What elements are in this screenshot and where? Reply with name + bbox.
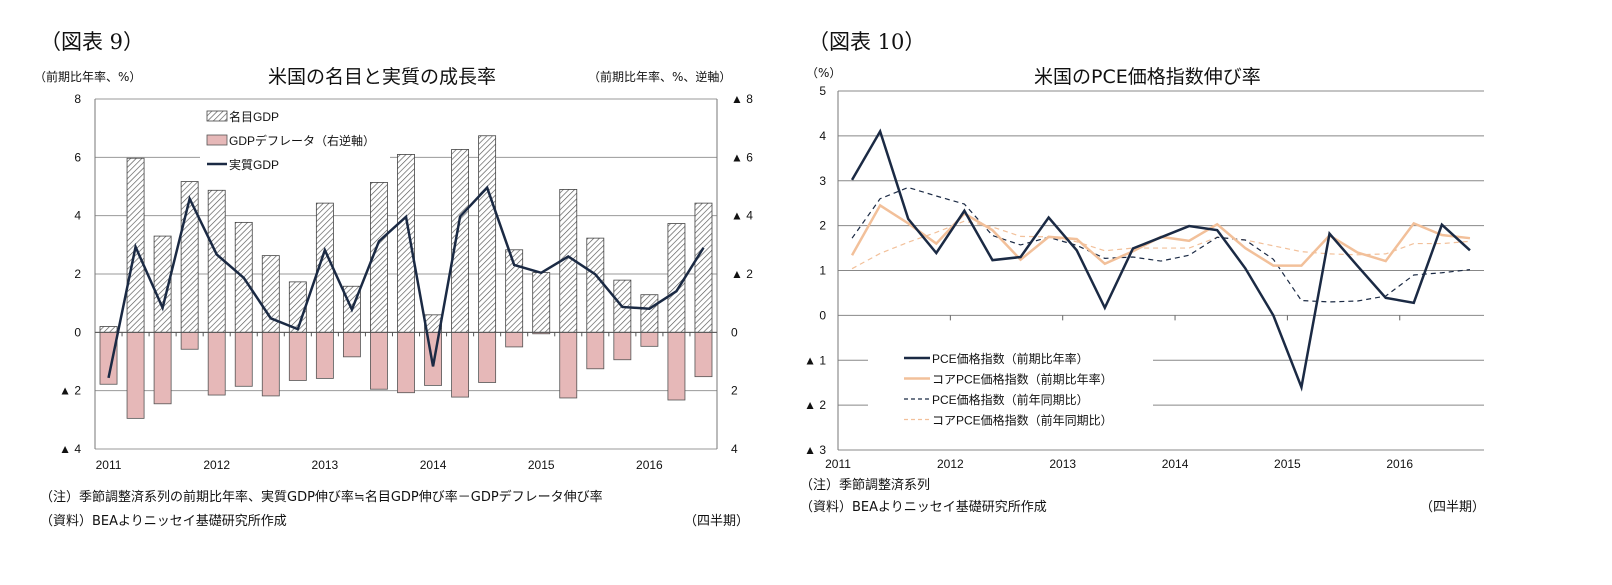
nominal-gdp-bar: [586, 237, 605, 333]
x-tick-label: 2016: [636, 458, 663, 472]
y-tick-label: 0: [819, 308, 826, 322]
nominal-gdp-bar: [532, 272, 551, 333]
y-right-tick-label: 0: [731, 325, 738, 339]
x-tick-label: 2014: [1162, 457, 1189, 471]
y-right-tick-label: 2: [731, 384, 738, 398]
gdp-deflator-bar: [640, 331, 659, 347]
y-left-tick-label: 4: [74, 209, 81, 223]
legend-box: [200, 104, 390, 180]
y-left-tick-label: 2: [74, 267, 81, 281]
gdp-deflator-bar: [370, 331, 388, 390]
chart2-title: 米国のPCE価格指数伸び率: [1034, 66, 1261, 88]
gdp-deflator-bar: [586, 331, 605, 370]
gdp-deflator-bar: [261, 331, 280, 397]
y-tick-label: 4: [819, 129, 826, 143]
y-right-tick-label: ▲ 2: [731, 267, 753, 281]
y-left-tick-label: 8: [74, 92, 81, 106]
legend-box: [868, 348, 1153, 434]
legend-label: 名目GDP: [229, 109, 279, 124]
nominal-gdp-bar: [694, 202, 713, 333]
real-gdp-line: [107, 185, 705, 379]
nominal-gdp-bar: [451, 149, 470, 333]
y-left-tick-label: ▲ 4: [59, 442, 81, 456]
chart2-left-unit: （%）: [806, 66, 842, 80]
legend-swatch-gdp-deflator: [206, 134, 228, 146]
figure-9-label: （図表 9）: [40, 30, 145, 54]
gdp-deflator-bar: [559, 331, 578, 399]
chart1-right-unit: （前期比年率、%、逆軸）: [588, 70, 732, 84]
legend-label: PCE価格指数（前年同期比）: [932, 392, 1089, 407]
y-left-tick-label: ▲ 2: [59, 384, 81, 398]
nominal-gdp-bar: [478, 135, 497, 333]
gdp-deflator-bar: [126, 331, 145, 419]
figure-10-label: （図表 10）: [808, 30, 926, 54]
chart2-note: （注）季節調整済系列: [800, 478, 931, 493]
gdp-deflator-bar: [478, 331, 497, 383]
x-tick-label: 2015: [1274, 457, 1301, 471]
gdp-deflator-bar: [315, 331, 334, 379]
x-tick-label: 2012: [937, 457, 964, 471]
x-tick-label: 2013: [1049, 457, 1076, 471]
legend-label: コアPCE価格指数（前期比年率）: [932, 372, 1113, 387]
y-tick-label: 2: [819, 219, 826, 233]
legend-label: PCE価格指数（前期比年率）: [932, 351, 1089, 366]
y-left-tick-label: 6: [74, 150, 81, 164]
chart1-period-label: （四半期）: [684, 514, 750, 529]
pce-yoy-line: [851, 186, 1471, 303]
legend-label: コアPCE価格指数（前年同期比）: [932, 413, 1113, 428]
y-tick-label: ▲ 2: [804, 398, 826, 412]
y-right-tick-label: ▲ 4: [731, 209, 753, 223]
gdp-deflator-bar: [397, 331, 415, 394]
gdp-deflator-bar: [451, 331, 470, 398]
nominal-gdp-bar: [640, 294, 659, 333]
gdp-deflator-bar: [613, 331, 632, 361]
gdp-deflator-bar: [288, 331, 307, 381]
x-tick-label: 2016: [1386, 457, 1413, 471]
chart1-source: （資料）BEAよりニッセイ基礎研究所作成: [40, 514, 287, 529]
nominal-gdp-bar: [207, 189, 226, 333]
y-right-tick-label: 4: [731, 442, 738, 456]
gdp-deflator-bar: [667, 331, 686, 401]
x-tick-label: 2014: [420, 458, 447, 472]
chart1-note: （注）季節調整済系列の前期比年率、実質GDP伸び率≒名目GDP伸び率－GDPデフ…: [40, 490, 603, 505]
x-tick-label: 2012: [203, 458, 230, 472]
nominal-gdp-bar: [180, 181, 199, 333]
y-tick-label: 5: [819, 84, 826, 98]
legend-swatch-nominal-gdp: [206, 110, 228, 122]
gdp-deflator-bar: [342, 331, 361, 358]
nominal-gdp-bar: [99, 326, 118, 333]
chart1: 8 ▲ 8 6 ▲ 6 4 ▲ 4 2 ▲ 2 0 0 ▲ 2 2 ▲ 4 4 2011 2012 2013 20…: [59, 92, 753, 472]
gdp-deflator-bar: [180, 331, 199, 350]
y-tick-label: ▲ 3: [804, 443, 826, 457]
y-tick-label: 3: [819, 174, 826, 188]
x-tick-label: 2011: [825, 457, 851, 471]
y-right-tick-label: ▲ 6: [731, 150, 753, 164]
gdp-deflator-bar: [207, 331, 226, 396]
nominal-gdp-bar: [667, 223, 686, 333]
y-tick-label: 1: [819, 264, 826, 278]
legend-label: GDPデフレータ（右逆軸）: [229, 133, 375, 148]
chart1-title: 米国の名目と実質の成長率: [268, 66, 497, 88]
y-tick-label: ▲ 1: [804, 353, 826, 367]
nominal-gdp-bar: [288, 281, 307, 333]
x-tick-label: 2013: [312, 458, 339, 472]
x-tick-label: 2011: [96, 458, 122, 472]
core-pce-qoq-line: [850, 203, 1471, 267]
x-tick-label: 2015: [528, 458, 555, 472]
gdp-deflator-bar: [505, 331, 524, 348]
pce-qoq-line: [850, 128, 1471, 392]
gdp-deflator-bar: [694, 331, 713, 378]
y-right-tick-label: ▲ 8: [731, 92, 753, 106]
chart1-left-unit: （前期比年率、%）: [34, 70, 142, 84]
legend-label: 実質GDP: [229, 157, 279, 172]
chart2-period-label: （四半期）: [1420, 500, 1486, 515]
y-left-tick-label: 0: [74, 325, 81, 339]
gdp-deflator-bar: [234, 331, 253, 387]
chart2-source: （資料）BEAよりニッセイ基礎研究所作成: [800, 500, 1047, 515]
gdp-deflator-bar: [153, 331, 172, 405]
